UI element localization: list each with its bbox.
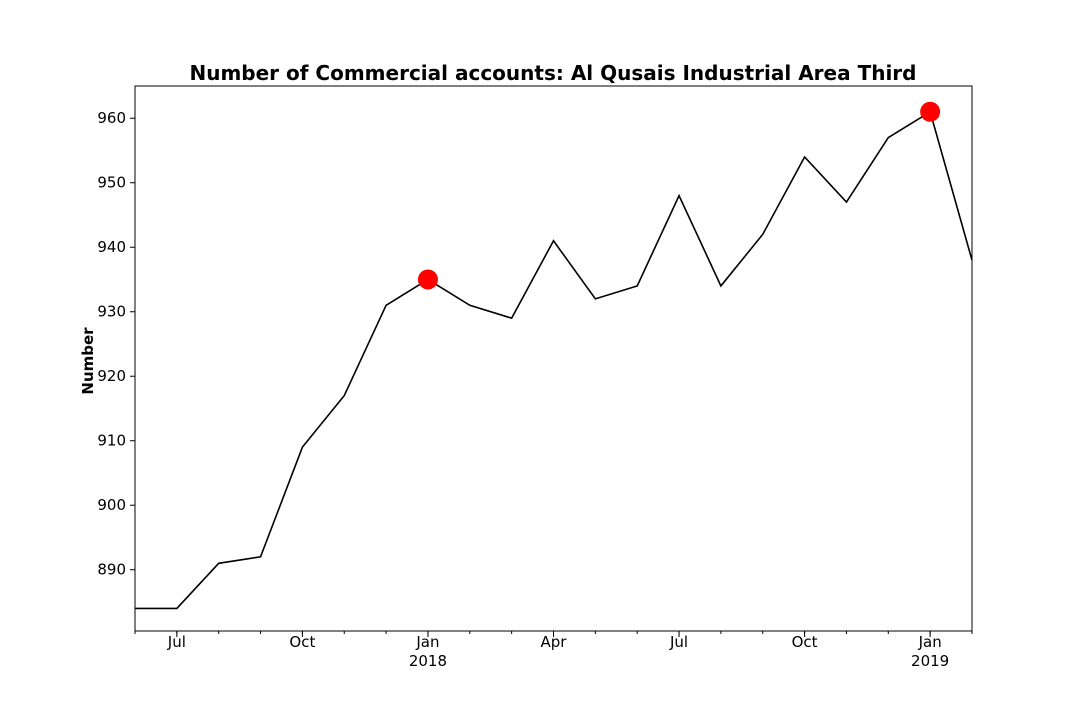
series-line (135, 110, 973, 610)
y-tick-label: 920 (97, 367, 126, 385)
y-axis-label: Number (79, 327, 97, 395)
x-year-label: 2019 (911, 652, 949, 670)
plot-frame (134, 85, 973, 632)
x-year-label: 2018 (409, 652, 447, 670)
x-tick-label: Jul (167, 633, 186, 651)
x-tick-label: Jul (669, 633, 688, 651)
x-tick-label: Jan (415, 633, 439, 651)
y-tick-label: 940 (97, 238, 126, 256)
highlight-point (920, 101, 941, 122)
x-tick-label: Oct (289, 633, 315, 651)
chart-title: Number of Commercial accounts: Al Qusais… (189, 61, 916, 85)
x-tick-label: Jan (918, 633, 942, 651)
y-tick-label: 930 (97, 303, 126, 321)
x-tick-label: Oct (792, 633, 818, 651)
y-tick-label: 900 (97, 496, 126, 514)
y-tick-label: 910 (97, 432, 126, 450)
y-tick-label: 960 (97, 109, 126, 127)
highlight-point (417, 269, 438, 290)
x-tick-label: Apr (541, 633, 568, 651)
y-tick-label: 950 (97, 174, 126, 192)
y-tick-label: 890 (97, 561, 126, 579)
